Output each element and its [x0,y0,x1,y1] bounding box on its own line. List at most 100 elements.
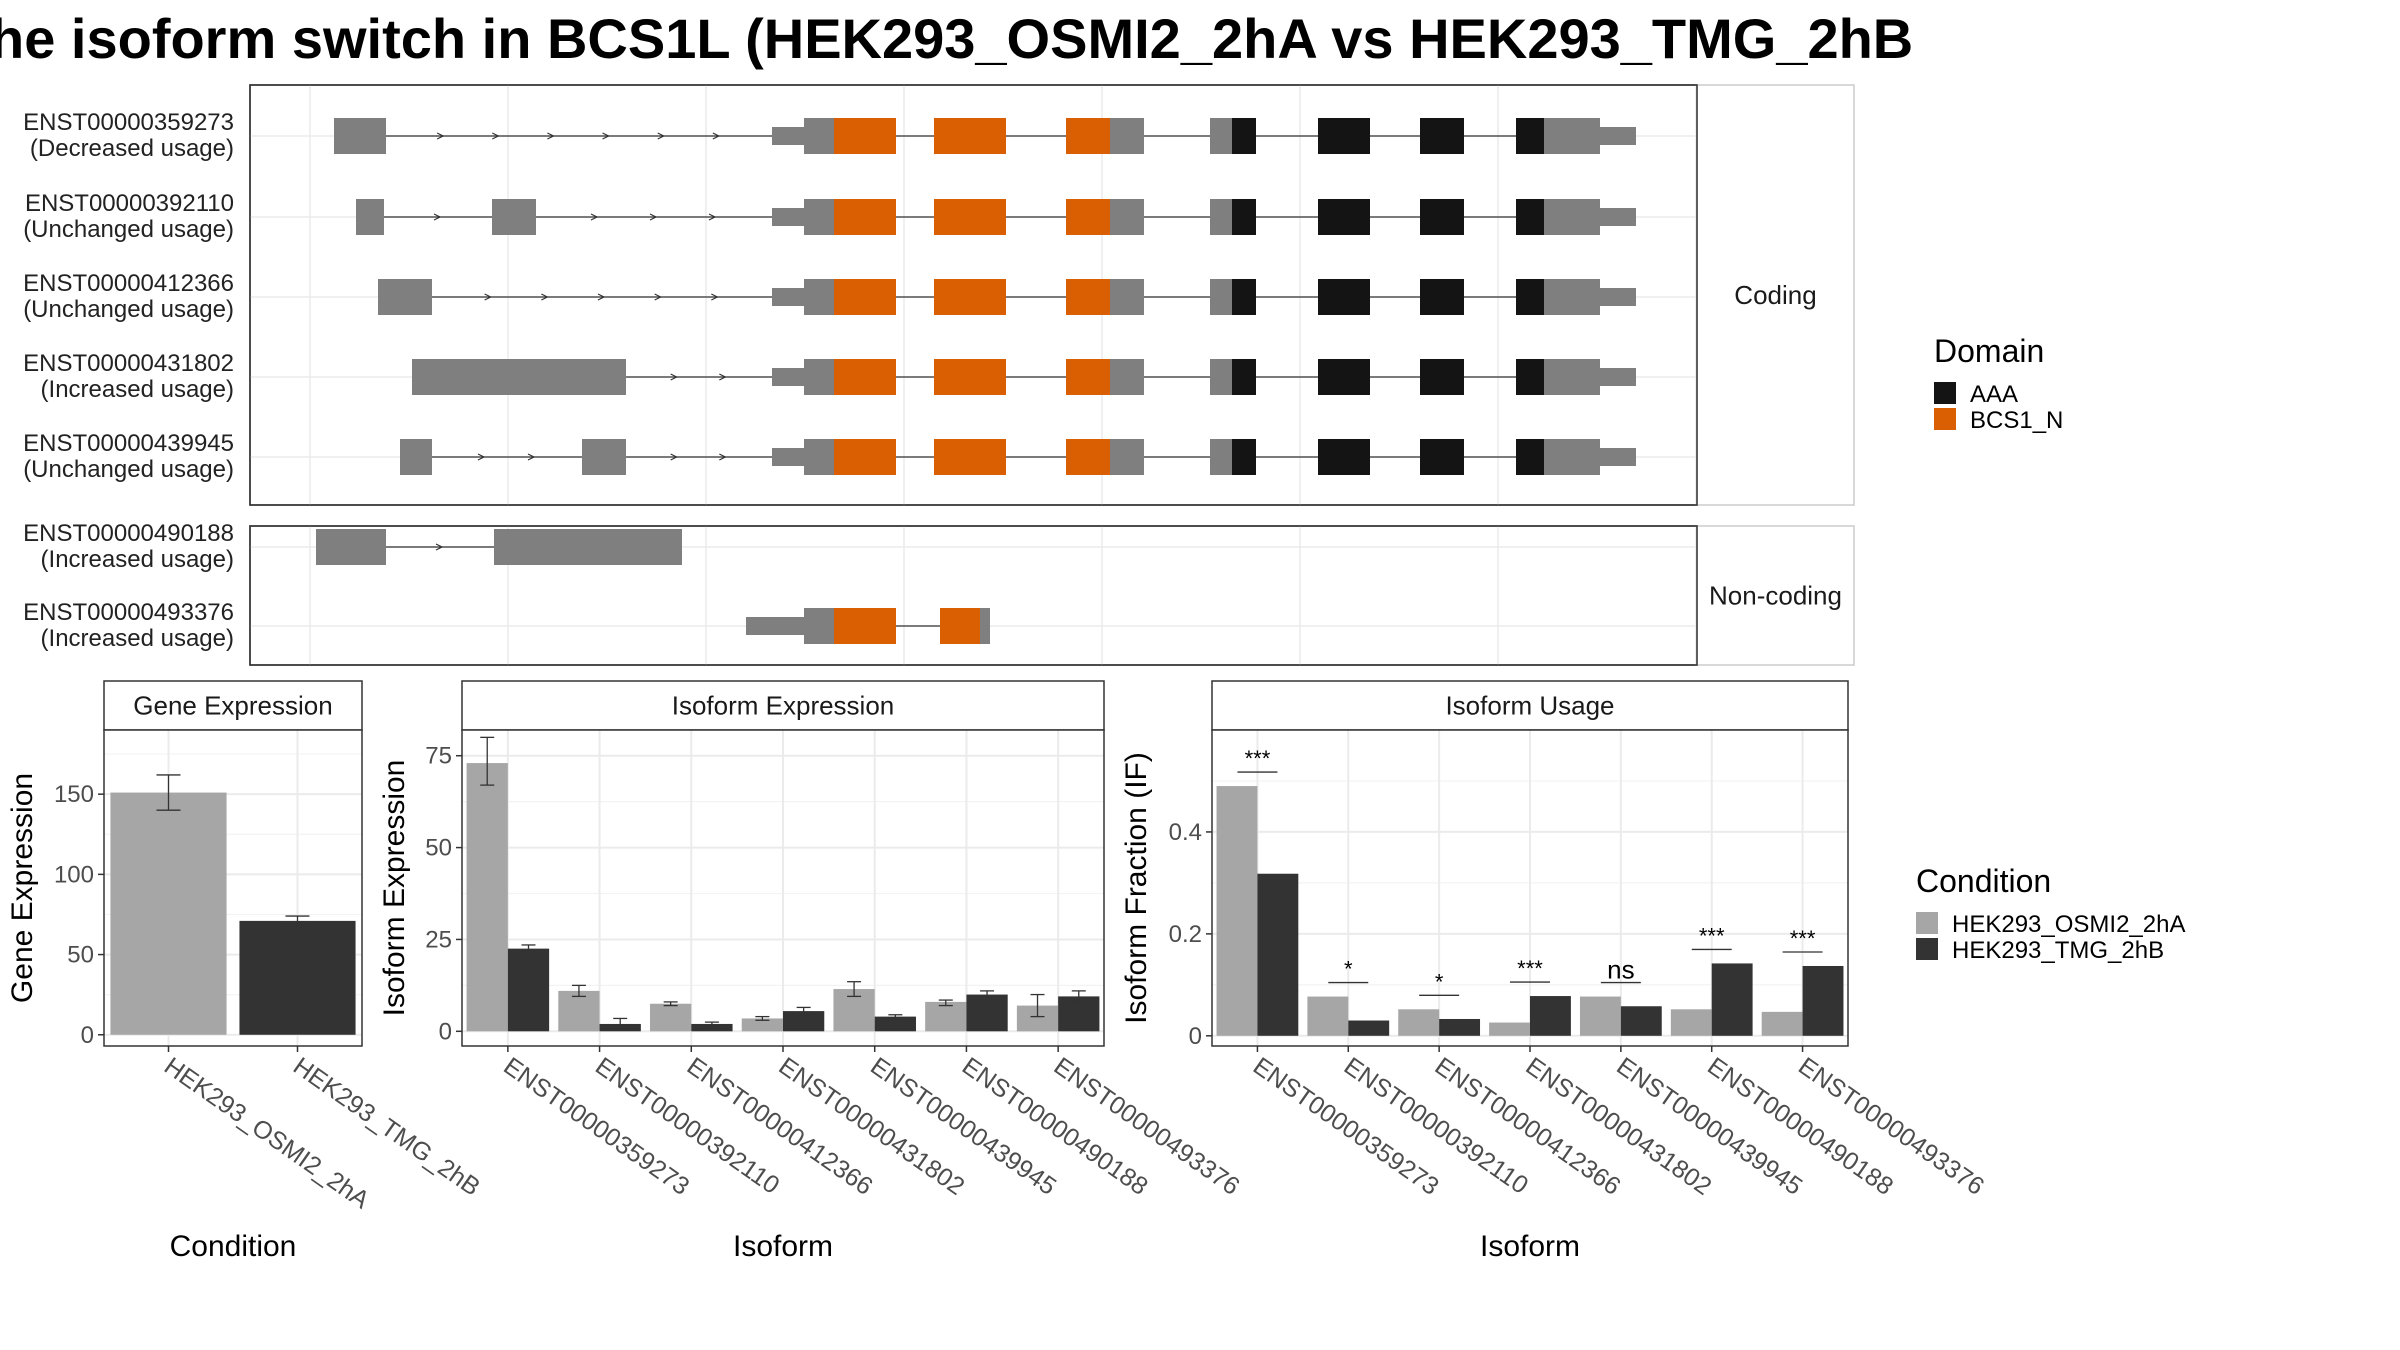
bcs1n-domain-exon [834,118,896,154]
exon [1600,288,1636,306]
aaa-domain-exon [1318,279,1370,315]
bcs1n-domain-exon [834,279,896,315]
bcs1n-domain-exon [934,439,1006,475]
exon [1110,359,1144,395]
y-tick-label: 0 [81,1022,94,1049]
exon [378,279,432,315]
intron-arrow [541,293,549,301]
bar-ENST00000439945-0 [1579,996,1621,1036]
significance-label: ns [1607,955,1634,985]
intron-arrow [711,293,719,301]
intron-arrow [657,132,666,140]
transcript-id-label: ENST00000439945 [23,430,234,457]
exon [1600,208,1636,226]
aaa-domain-exon [1232,118,1256,154]
bcs1n-domain-exon [1066,359,1110,395]
exon [492,199,536,235]
x-axis-title: Isoform [733,1230,833,1263]
bcs1n-domain-exon [1066,118,1110,154]
exon [334,118,386,154]
bcs1n-domain-exon [1066,199,1110,235]
exon [1210,199,1232,235]
bcs1n-domain-exon [834,439,896,475]
bcs1n-domain-exon [1066,279,1110,315]
aaa-domain-exon [1516,439,1544,475]
bcs1n-domain-exon [934,359,1006,395]
exon [412,359,626,395]
exon [1110,439,1144,475]
transcript-usage-label: (Unchanged usage) [23,456,234,483]
bar-ENST00000412366-0 [650,1003,692,1032]
bcs1n-domain-exon [934,199,1006,235]
y-tick-label: 0.4 [1169,819,1202,846]
bar-ENST00000439945-1 [1620,1006,1662,1036]
panel-title: Isoform Usage [1445,691,1614,721]
y-axis-title: Isoform Expression [378,760,411,1017]
exon [804,608,838,644]
transcript-usage-label: (Increased usage) [41,546,234,573]
structure-panel-border [249,525,1698,666]
significance-label: *** [1245,746,1271,771]
domain-legend-title: Domain [1934,333,2044,369]
bar-ENST00000392110-0 [1307,996,1349,1036]
exon [804,439,838,475]
intron-arrow [649,213,658,221]
aaa-domain-exon [1516,118,1544,154]
bar-ENST00000412366-1 [691,1023,733,1032]
y-tick-label: 0.2 [1169,921,1202,948]
plot-panel-border [461,729,1105,1047]
aaa-domain-exon [1420,199,1464,235]
exon [980,608,990,644]
transcript-usage-label: (Unchanged usage) [23,216,234,243]
exon [1110,279,1144,315]
exon [1544,279,1600,315]
exon [1110,118,1144,154]
exon [1210,279,1232,315]
exon [1544,118,1600,154]
aaa-domain-exon [1420,439,1464,475]
exon [356,199,384,235]
condition-legend-title: Condition [1916,863,2051,899]
bar-ENST00000412366-0 [1398,1009,1440,1036]
bar-ENST00000359273-1 [1257,873,1299,1036]
intron-arrow [719,373,727,381]
y-tick-label: 0 [1189,1023,1202,1050]
y-tick-label: 75 [425,743,452,770]
exon [1544,359,1600,395]
y-axis-title: Isoform Fraction (IF) [1120,752,1153,1024]
bar-ENST00000439945-1 [874,1016,916,1032]
bar-ENST00000412366-1 [1439,1018,1481,1036]
aaa-domain-exon [1232,279,1256,315]
chart-title: he isoform switch in BCS1L (HEK293_OSMI2… [0,7,1913,70]
significance-label: * [1344,957,1353,982]
exon [804,359,838,395]
plot-panel-border [103,729,363,1047]
legend-label: AAA [1970,381,2018,408]
bcs1n-domain-exon [834,199,896,235]
panel-title: Isoform Expression [672,691,895,721]
facet-strip-1 [1696,525,1855,666]
y-tick-label: 50 [425,835,452,862]
aaa-domain-exon [1318,439,1370,475]
y-tick-label: 0 [439,1018,452,1045]
bar-ENST00000431802-0 [741,1018,783,1032]
panel-strip [1211,680,1849,731]
bar-ENST00000431802-1 [1530,996,1571,1036]
exon [400,439,432,475]
transcript-id-label: ENST00000392110 [25,190,234,217]
aaa-domain-exon [1420,118,1464,154]
exon [1110,199,1144,235]
transcript-id-label: ENST00000493376 [23,599,234,626]
exon [804,118,838,154]
bar-ENST00000392110-0 [558,990,600,1032]
intron-arrow [435,543,444,551]
aaa-domain-exon [1516,199,1544,235]
transcript-usage-label: (Unchanged usage) [23,296,234,323]
intron-arrow [590,213,599,221]
aaa-domain-exon [1318,118,1370,154]
legend-label: HEK293_TMG_2hB [1952,937,2164,964]
bar-ENST00000490188-1 [966,994,1008,1032]
significance-label: *** [1699,923,1725,948]
plot-panel-border [1211,729,1849,1047]
bar-ENST00000431802-0 [1489,1022,1530,1036]
